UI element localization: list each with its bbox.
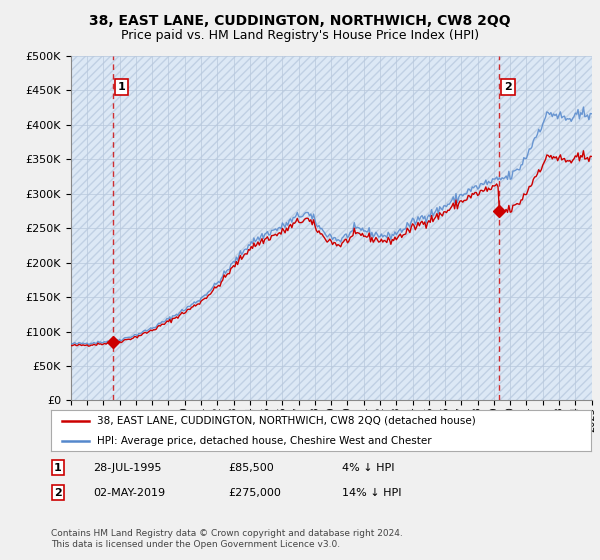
Text: 2: 2 — [504, 82, 512, 92]
Text: 2: 2 — [54, 488, 62, 498]
Text: Contains HM Land Registry data © Crown copyright and database right 2024.
This d: Contains HM Land Registry data © Crown c… — [51, 529, 403, 549]
Text: 38, EAST LANE, CUDDINGTON, NORTHWICH, CW8 2QQ (detached house): 38, EAST LANE, CUDDINGTON, NORTHWICH, CW… — [97, 416, 476, 426]
Text: £85,500: £85,500 — [228, 463, 274, 473]
Text: 28-JUL-1995: 28-JUL-1995 — [93, 463, 161, 473]
Text: HPI: Average price, detached house, Cheshire West and Chester: HPI: Average price, detached house, Ches… — [97, 436, 431, 446]
Text: 1: 1 — [54, 463, 62, 473]
Text: 02-MAY-2019: 02-MAY-2019 — [93, 488, 165, 498]
Text: 1: 1 — [118, 82, 125, 92]
Text: Price paid vs. HM Land Registry's House Price Index (HPI): Price paid vs. HM Land Registry's House … — [121, 29, 479, 42]
Text: £275,000: £275,000 — [228, 488, 281, 498]
Text: 4% ↓ HPI: 4% ↓ HPI — [342, 463, 395, 473]
Text: 38, EAST LANE, CUDDINGTON, NORTHWICH, CW8 2QQ: 38, EAST LANE, CUDDINGTON, NORTHWICH, CW… — [89, 14, 511, 28]
Text: 14% ↓ HPI: 14% ↓ HPI — [342, 488, 401, 498]
